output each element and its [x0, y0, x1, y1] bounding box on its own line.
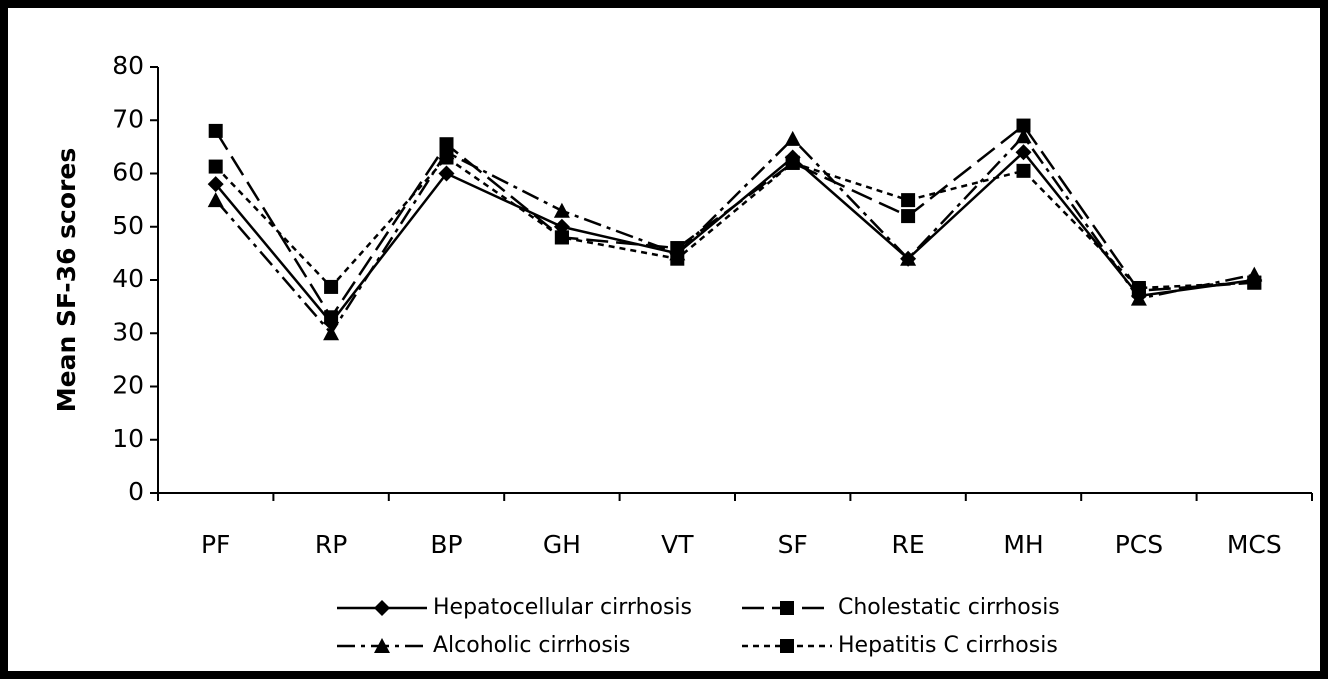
marker: [208, 123, 223, 138]
x-tick-label: GH: [543, 530, 581, 559]
legend-label: Alcoholic cirrhosis: [433, 633, 630, 658]
y-tick-label: 10: [112, 424, 144, 453]
legend-label: Hepatocellular cirrhosis: [433, 595, 692, 620]
marker: [784, 130, 801, 146]
marker: [554, 230, 569, 245]
y-tick-label: 40: [112, 264, 144, 293]
legend-label: Cholestatic cirrhosis: [838, 595, 1060, 620]
x-tick-label: SF: [778, 530, 808, 559]
marker: [670, 251, 685, 266]
marker: [208, 159, 223, 174]
y-tick-label: 0: [128, 477, 144, 506]
y-tick-label: 70: [112, 104, 144, 133]
marker: [1131, 280, 1146, 295]
marker: [1016, 163, 1031, 178]
marker: [900, 250, 917, 266]
marker: [323, 325, 340, 341]
marker: [438, 165, 455, 182]
series-line: [214, 134, 1255, 336]
y-tick-label: 80: [112, 51, 144, 80]
y-axis-label: Mean SF-36 scores: [52, 148, 81, 412]
marker: [439, 150, 454, 165]
marker: [1016, 118, 1031, 133]
y-tick-label: 60: [112, 158, 144, 187]
legend-marker: [780, 601, 794, 615]
legend-marker: [780, 639, 794, 653]
marker: [1015, 144, 1032, 161]
x-tick-label: RP: [315, 530, 347, 559]
marker: [324, 279, 339, 294]
legend-marker: [374, 638, 390, 653]
marker: [901, 209, 916, 224]
legend-marker: [374, 600, 390, 616]
marker: [324, 310, 339, 325]
x-tick-label: MCS: [1227, 530, 1282, 559]
marker: [1015, 128, 1032, 144]
marker: [1130, 290, 1147, 306]
marker: [785, 155, 800, 170]
x-tick-label: PCS: [1115, 530, 1163, 559]
marker: [207, 192, 224, 208]
legend-label: Hepatitis C cirrhosis: [838, 633, 1058, 658]
y-tick-label: 50: [112, 211, 144, 240]
series-line: [214, 123, 1255, 320]
x-tick-label: MH: [1003, 530, 1043, 559]
marker: [553, 202, 570, 218]
y-tick-label: 20: [112, 371, 144, 400]
x-tick-label: BP: [430, 530, 462, 559]
marker: [207, 176, 224, 193]
x-tick-label: PF: [201, 530, 230, 559]
y-tick-label: 30: [112, 317, 144, 346]
x-tick-label: VT: [661, 530, 694, 559]
marker: [1247, 275, 1262, 290]
x-tick-label: RE: [892, 530, 925, 559]
marker: [901, 193, 916, 208]
series-line: [214, 155, 1255, 290]
